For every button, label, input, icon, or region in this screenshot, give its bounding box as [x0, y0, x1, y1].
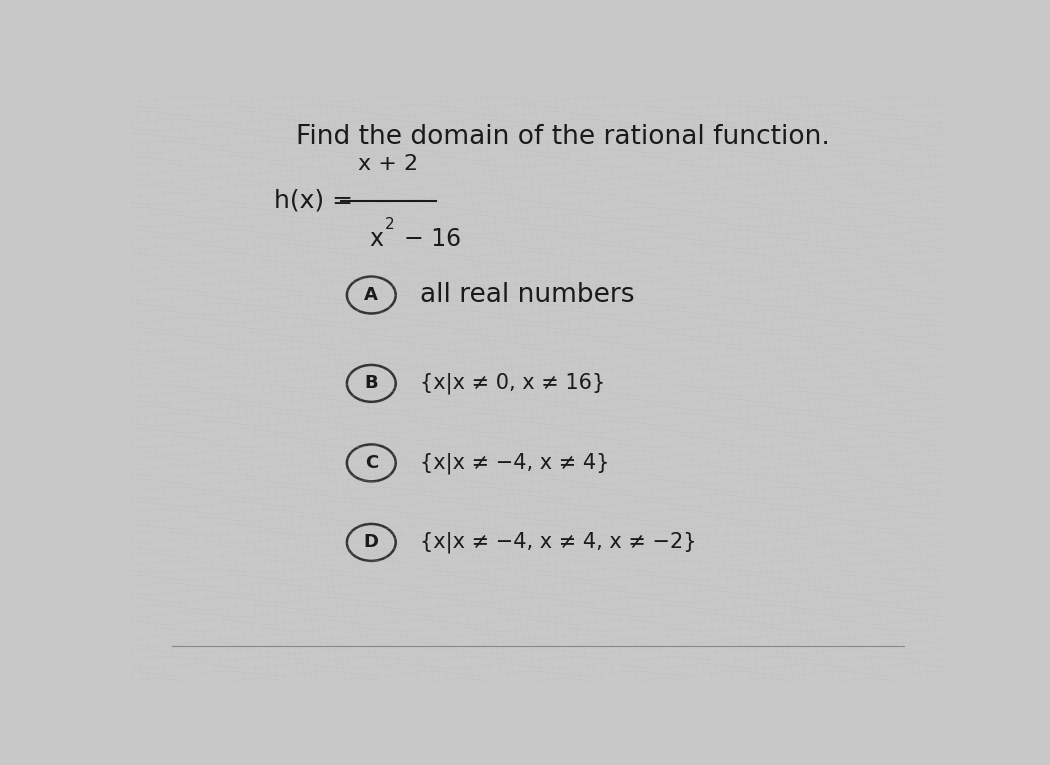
Text: x + 2: x + 2 — [357, 155, 418, 174]
Text: {x|x ≠ 0, x ≠ 16}: {x|x ≠ 0, x ≠ 16} — [420, 373, 606, 394]
Text: D: D — [363, 533, 379, 552]
Text: {x|x ≠ −4, x ≠ 4}: {x|x ≠ −4, x ≠ 4} — [420, 452, 609, 474]
Text: − 16: − 16 — [404, 227, 461, 251]
Text: {x|x ≠ −4, x ≠ 4, x ≠ −2}: {x|x ≠ −4, x ≠ 4, x ≠ −2} — [420, 532, 696, 553]
Text: Find the domain of the rational function.: Find the domain of the rational function… — [296, 124, 830, 150]
Text: x: x — [370, 227, 383, 251]
Text: B: B — [364, 374, 378, 392]
Text: C: C — [364, 454, 378, 472]
Text: h(x) =: h(x) = — [274, 189, 353, 213]
Text: 2: 2 — [385, 216, 395, 232]
Text: A: A — [364, 286, 378, 304]
Text: all real numbers: all real numbers — [420, 282, 634, 308]
